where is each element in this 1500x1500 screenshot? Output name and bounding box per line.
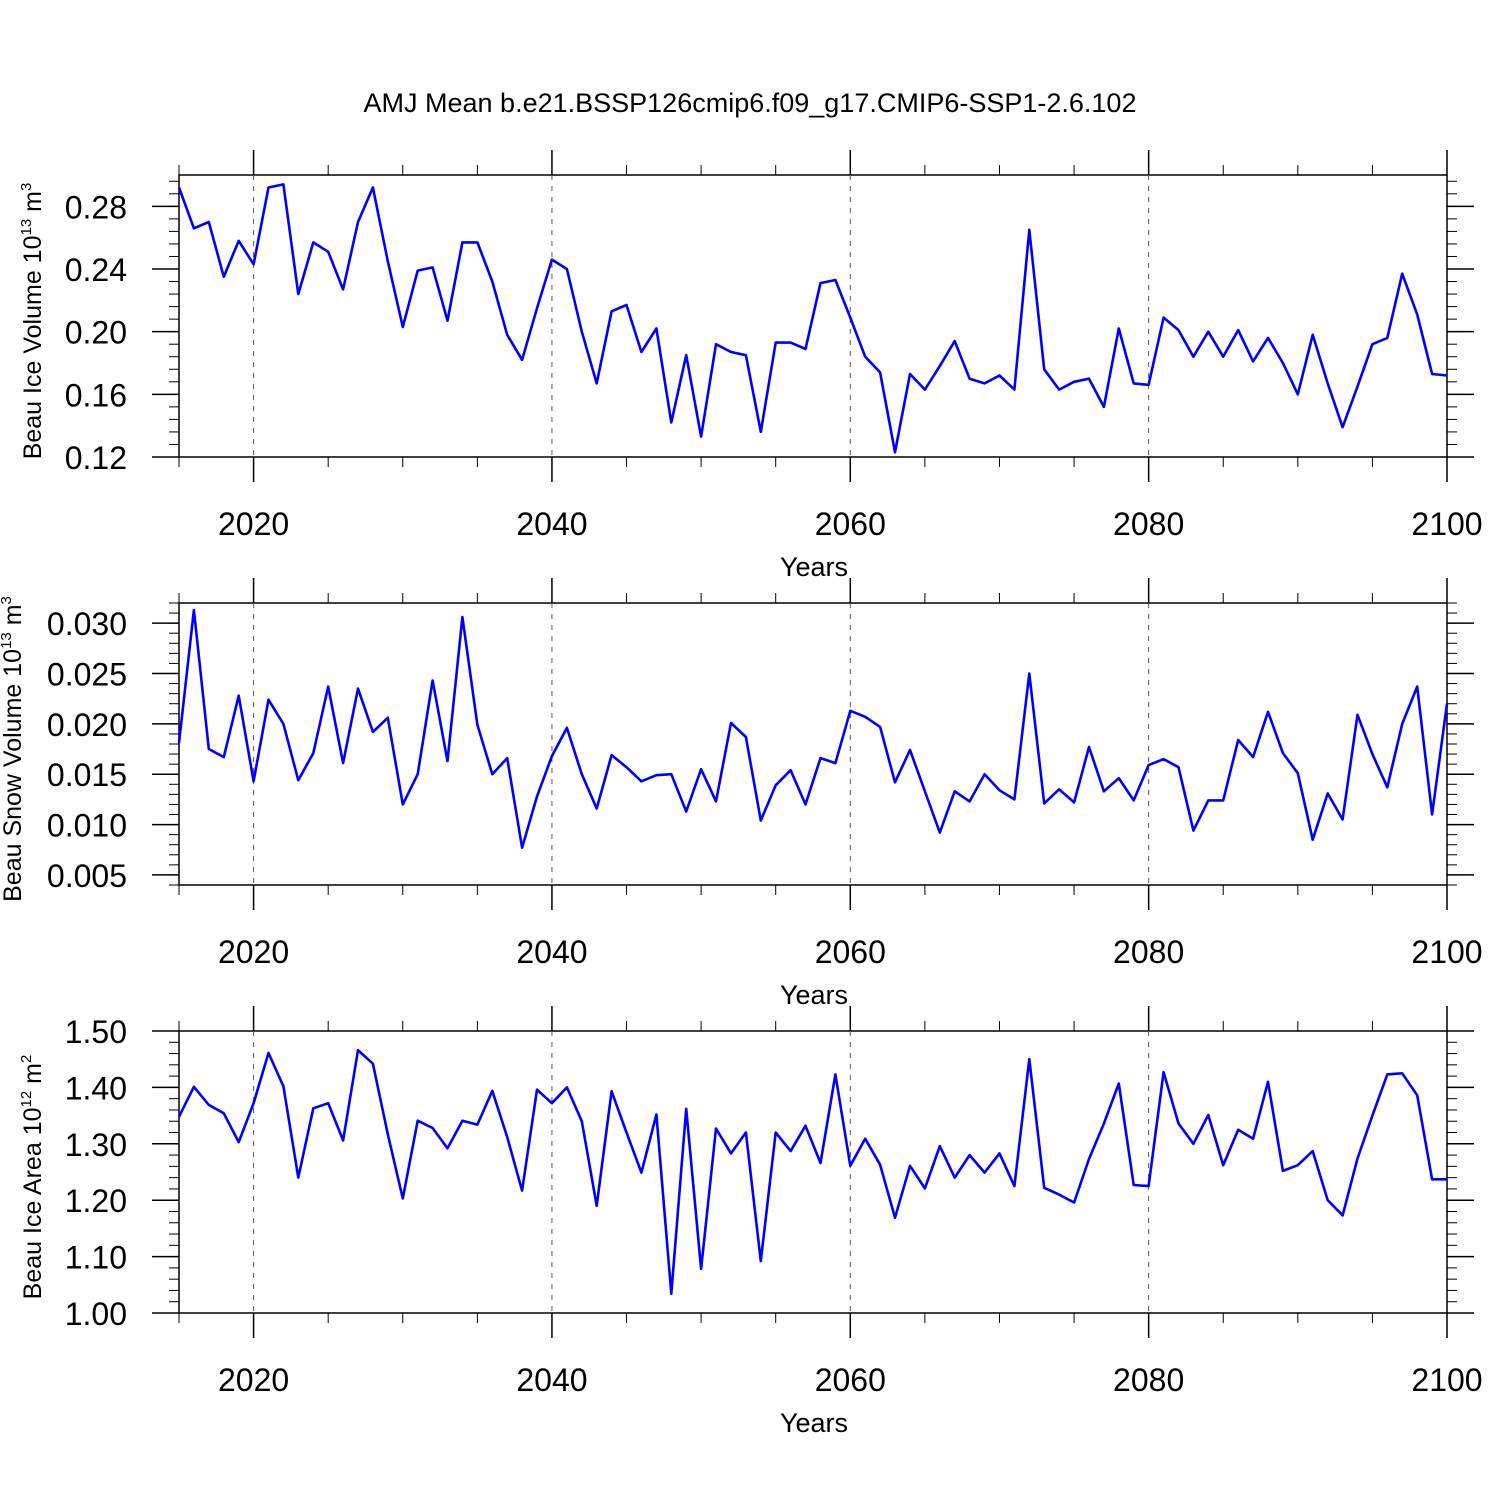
snow-volume-x-tick-label: 2080 [1113, 934, 1184, 970]
ice-volume-y-tick-label: 0.28 [65, 189, 127, 225]
snow-volume-y-tick-label: 0.025 [47, 657, 127, 693]
ice-volume-x-axis-label: Years [780, 552, 848, 582]
figure-title: AMJ Mean b.e21.BSSP126cmip6.f09_g17.CMIP… [364, 88, 1137, 118]
snow-volume-x-tick-label: 2040 [516, 934, 587, 970]
ice-area-x-tick-label: 2040 [516, 1362, 587, 1398]
ice-area-x-tick-label: 2100 [1411, 1362, 1482, 1398]
ice-area-x-tick-label: 2060 [815, 1362, 886, 1398]
snow-volume-panel: 2020 2040 2060 2080 2100 Years 0.005 0.010 0.015… [0, 578, 1483, 1010]
ice-area-series-line [177, 1048, 1447, 1296]
ice-volume-x-tick-label: 2040 [516, 506, 587, 542]
ice-area-x-tick-label: 2020 [218, 1362, 289, 1398]
ice-volume-y-tick-label: 0.12 [65, 440, 127, 476]
ice-volume-y-tick-label: 0.24 [65, 252, 127, 288]
ice-area-y-tick-label: 1.30 [65, 1127, 127, 1163]
snow-volume-y-tick-label: 0.010 [47, 808, 127, 844]
ice-area-panel: 2020 2040 2060 2080 2100 Years 1.00 1.10 1.20 1.3… [18, 1006, 1483, 1438]
snow-volume-x-tick-label: 2060 [815, 934, 886, 970]
ice-volume-panel: 2020 2040 2060 2080 2100 Years 0.12 0.16 0.20 0.2… [18, 150, 1483, 582]
ice-volume-x-tick-label: 2020 [218, 506, 289, 542]
snow-volume-y-tick-label: 0.030 [47, 606, 127, 642]
ice-area-y-tick-label: 1.20 [65, 1183, 127, 1219]
ice-volume-plot-frame [178, 174, 1448, 458]
ice-volume-y-tick-label: 0.20 [65, 315, 127, 351]
ice-area-y-tick-label: 1.00 [65, 1296, 127, 1332]
ice-volume-series-line [177, 183, 1448, 454]
ice-area-y-tick-label: 1.10 [65, 1240, 127, 1276]
ice-area-x-tick-label: 2080 [1113, 1362, 1184, 1398]
ice-volume-y-axis-label: Beau Ice Volume 1013 m3 [18, 183, 47, 460]
snow-volume-series-line [177, 608, 1449, 850]
ice-area-x-axis-label: Years [780, 1408, 848, 1438]
ice-volume-x-tick-label: 2060 [815, 506, 886, 542]
ice-volume-y-tick-label: 0.16 [65, 377, 127, 413]
ice-area-y-tick-label: 1.50 [65, 1014, 127, 1050]
snow-volume-x-tick-label: 2100 [1411, 934, 1482, 970]
ice-area-plot-frame [178, 1030, 1448, 1314]
snow-volume-y-tick-label: 0.005 [47, 858, 127, 894]
snow-volume-y-axis-label: Beau Snow Volume 1013 m3 [0, 596, 27, 902]
snow-volume-x-axis-label: Years [780, 980, 848, 1010]
snow-volume-x-tick-label: 2020 [218, 934, 289, 970]
snow-volume-y-tick-label: 0.020 [47, 707, 127, 743]
ice-volume-x-tick-label: 2080 [1113, 506, 1184, 542]
ice-area-y-tick-label: 1.40 [65, 1070, 127, 1106]
snow-volume-y-tick-label: 0.015 [47, 757, 127, 793]
ice-area-y-axis-label: Beau Ice Area 1012 m2 [18, 1055, 47, 1300]
ice-volume-x-tick-label: 2100 [1411, 506, 1482, 542]
